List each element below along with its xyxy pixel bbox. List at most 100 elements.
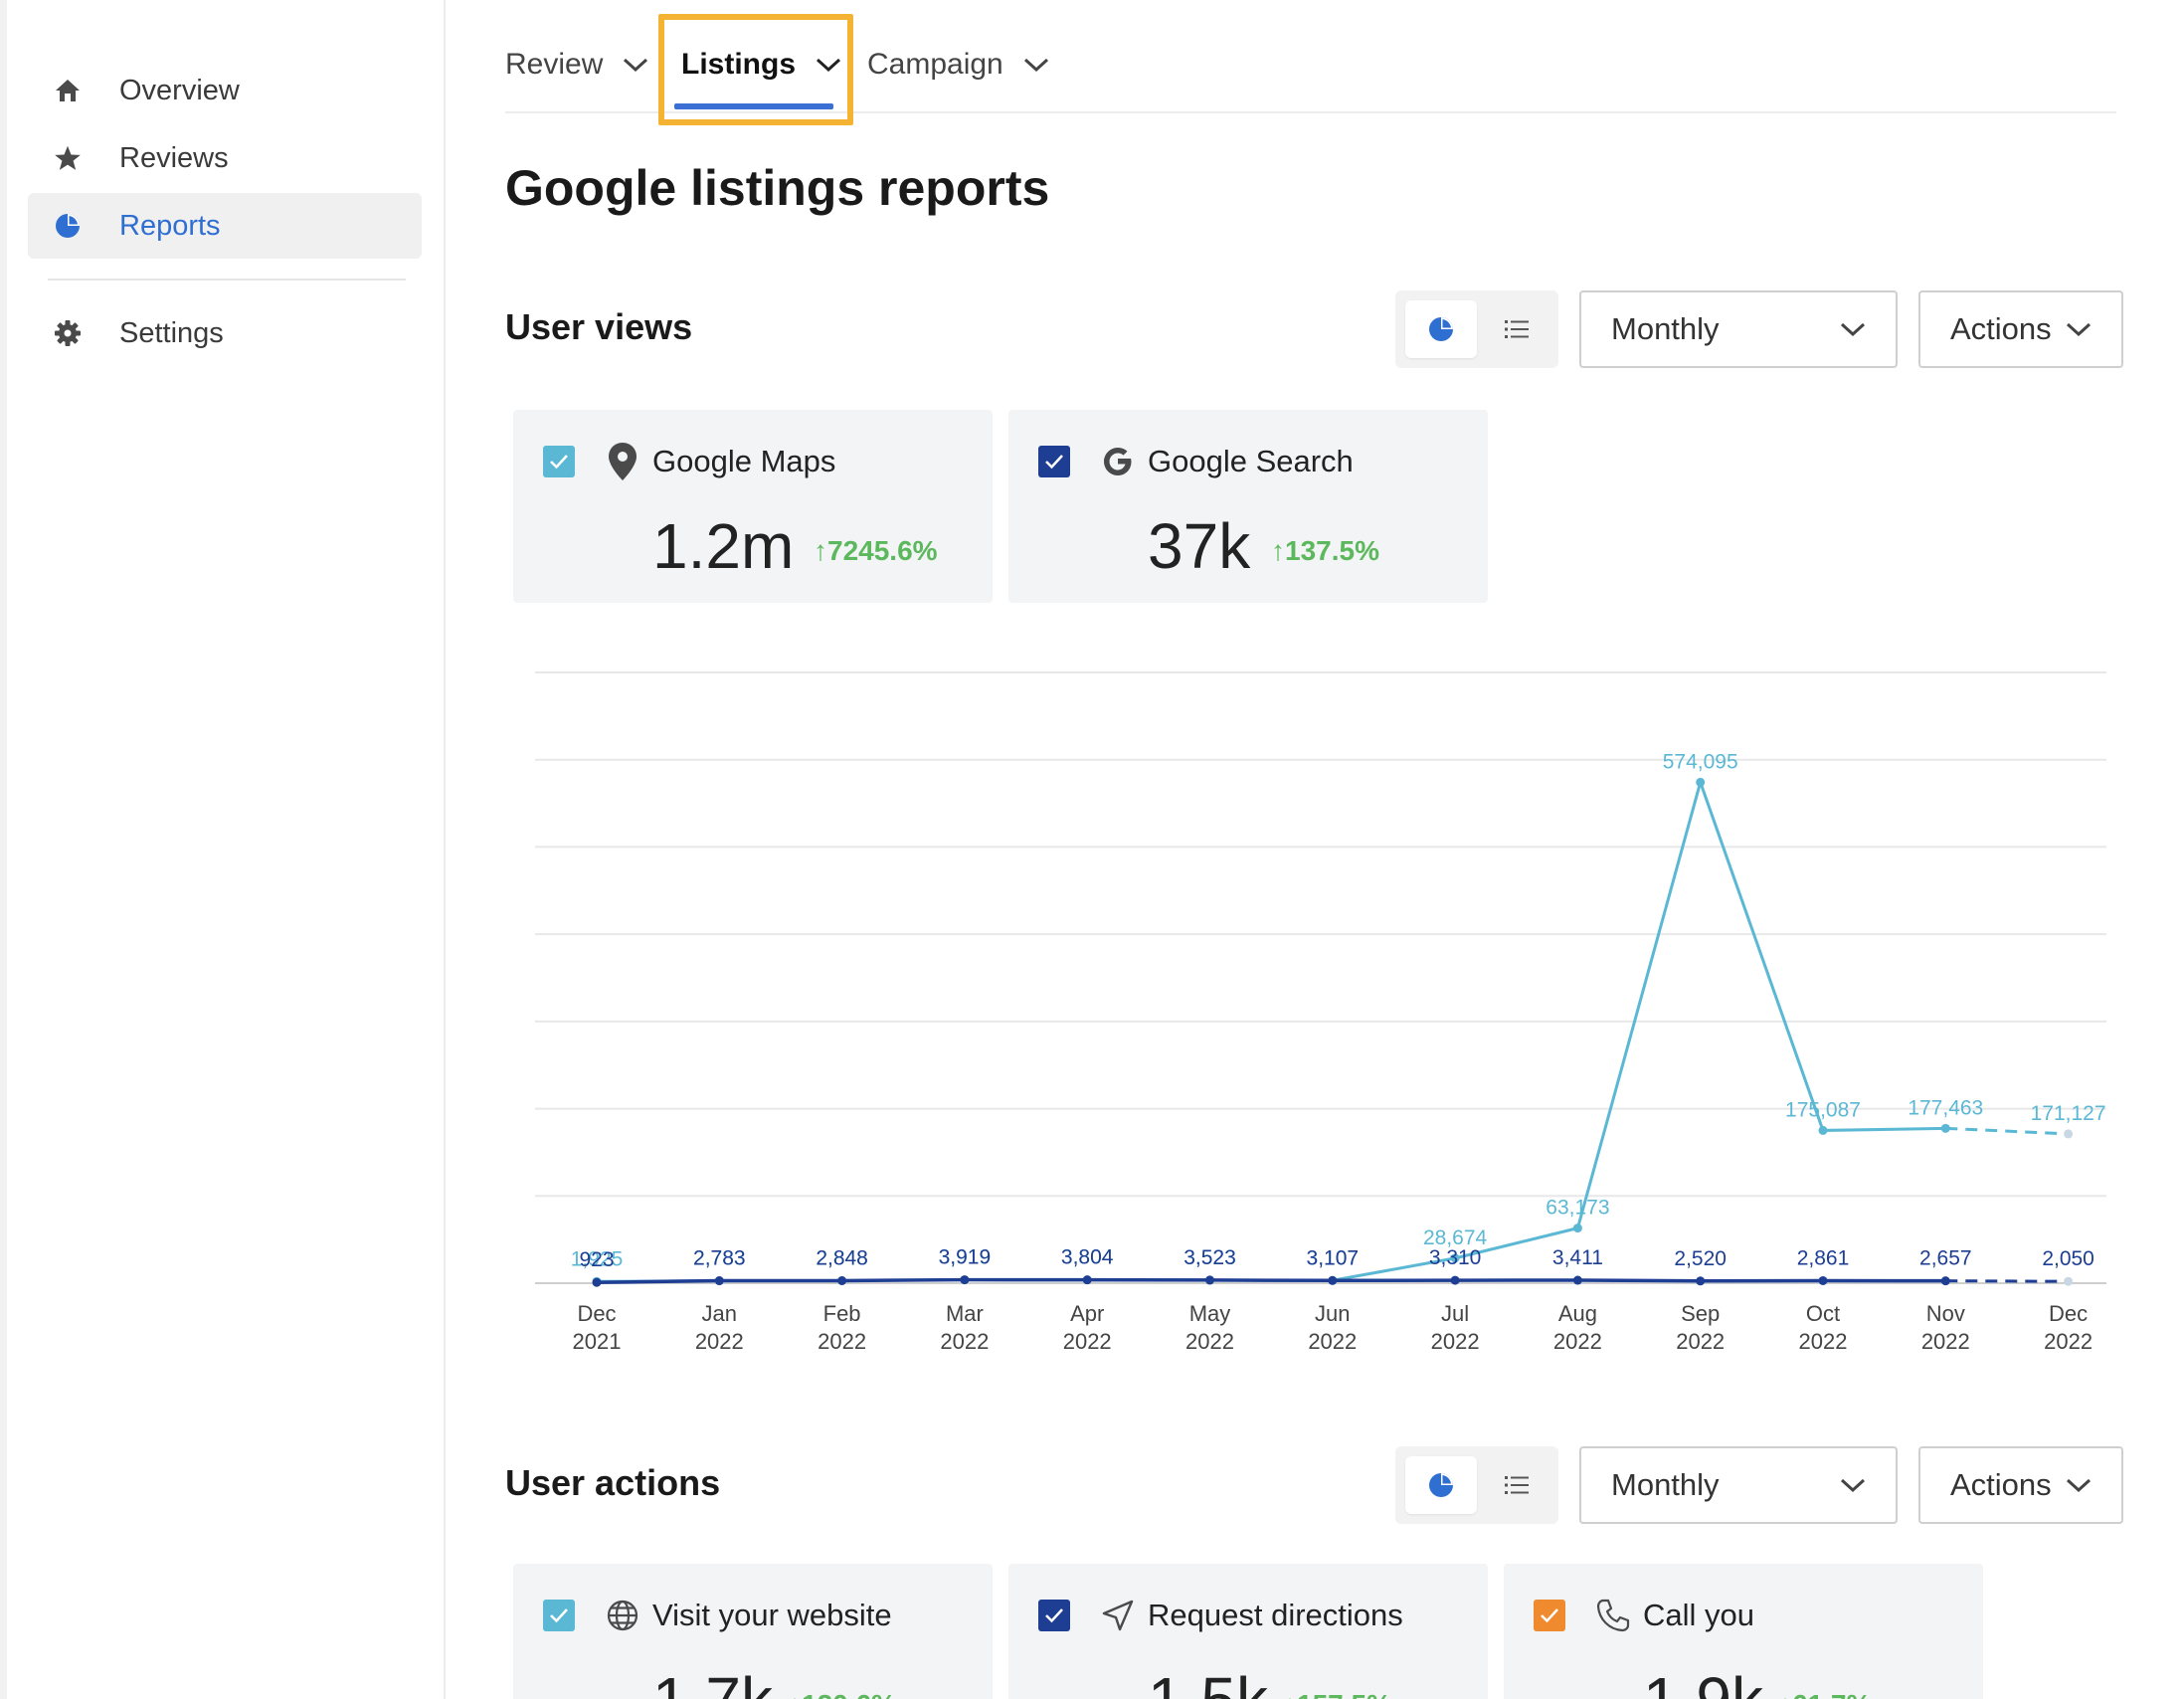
metric-card-call-you: Call you 1.9k ↑61.7%	[1504, 1564, 1983, 1699]
view-toggle	[1395, 290, 1558, 368]
sidebar-item-label: Overview	[119, 74, 240, 106]
data-point	[837, 1276, 847, 1286]
metric-delta: ↑137.5%	[1271, 535, 1379, 567]
data-label: 2,050	[2042, 1247, 2094, 1270]
list-icon	[1505, 320, 1529, 338]
list-view-button[interactable]	[1481, 300, 1552, 358]
data-point	[1082, 1275, 1092, 1285]
data-label: 3,804	[1061, 1246, 1114, 1269]
checkmark-icon	[550, 1608, 568, 1623]
sidebar-item-overview[interactable]: Overview	[28, 58, 422, 123]
sidebar-divider	[48, 279, 406, 281]
series-checkbox[interactable]	[543, 446, 575, 477]
section-title-user-actions: User actions	[505, 1462, 721, 1503]
chart-view-button[interactable]	[1405, 1456, 1477, 1514]
actions-dropdown[interactable]: Actions	[1918, 290, 2123, 368]
x-tick-label: Jun 2022	[1308, 1301, 1357, 1354]
list-view-button[interactable]	[1481, 1456, 1552, 1514]
checkmark-icon	[1045, 455, 1063, 470]
data-label: 171,127	[2031, 1102, 2106, 1125]
tab-listings[interactable]: Listings	[681, 40, 841, 90]
sidebar-item-label: Settings	[119, 316, 224, 349]
chevron-down-icon	[1840, 322, 1866, 337]
series-checkbox[interactable]	[1534, 1600, 1565, 1631]
tab-review[interactable]: Review	[505, 40, 648, 90]
data-label: 2,848	[816, 1247, 868, 1270]
list-icon	[1505, 1476, 1529, 1494]
series-projected-line	[1945, 1126, 2069, 1136]
metric-label: Request directions	[1148, 1598, 1403, 1632]
metric-delta: ↑61.7%	[1778, 1689, 1871, 1699]
data-point	[592, 1277, 602, 1287]
data-label: 2,657	[1919, 1247, 1972, 1270]
checkmark-icon	[1541, 1608, 1558, 1623]
up-arrow-icon: ↑	[1271, 535, 1285, 566]
data-point	[1328, 1275, 1338, 1285]
period-select[interactable]: Monthly	[1579, 1446, 1898, 1524]
metric-card-request-directions: Request directions 1.5k ↑157.5%	[1008, 1564, 1488, 1699]
sidebar-item-label: Reviews	[119, 141, 229, 174]
data-point	[960, 1275, 970, 1285]
series-checkbox[interactable]	[543, 1600, 575, 1631]
gear-icon	[46, 311, 90, 355]
user-views-line-chart: Dec 2021 Jan 2022 Feb 2022 Mar 2022 Apr 2022 May 20…	[535, 671, 2106, 1354]
data-point	[1940, 1276, 1950, 1286]
series-checkbox[interactable]	[1038, 446, 1070, 477]
metric-card-google-maps: Google Maps 1.2m ↑7245.6%	[513, 410, 993, 603]
data-label: 177,463	[1908, 1096, 1983, 1119]
up-arrow-icon: ↑	[1778, 1689, 1792, 1699]
data-point	[714, 1276, 724, 1286]
x-tick-label: May 2022	[1185, 1301, 1234, 1354]
metric-label: Google Maps	[652, 444, 836, 478]
active-tab-indicator	[674, 103, 833, 109]
period-select[interactable]: Monthly	[1579, 290, 1898, 368]
up-arrow-icon: ↑	[1283, 1689, 1297, 1699]
sidebar: Overview Reviews Reports	[0, 0, 446, 1699]
report-tabs: Review Listings Campaign	[505, 0, 2116, 125]
tab-campaign[interactable]: Campaign	[867, 40, 1049, 90]
data-label: 3,411	[1552, 1246, 1603, 1269]
star-icon	[46, 136, 90, 180]
metric-value: 37k	[1148, 510, 1251, 582]
x-tick-label: Oct 2022	[1799, 1301, 1848, 1354]
metric-value: 1.5k	[1148, 1663, 1268, 1699]
data-point	[1940, 1123, 1950, 1133]
chevron-down-icon	[624, 58, 648, 73]
home-icon	[46, 69, 90, 112]
metric-label: Visit your website	[652, 1598, 892, 1632]
data-point	[2064, 1129, 2074, 1139]
metric-card-visit-website: Visit your website 1.7k ↑120.6%	[513, 1564, 993, 1699]
metric-delta: ↑157.5%	[1283, 1689, 1391, 1699]
chevron-down-icon	[1023, 58, 1048, 73]
data-label: 2,783	[693, 1247, 746, 1270]
sidebar-item-reviews[interactable]: Reviews	[28, 125, 422, 191]
data-point	[1818, 1275, 1828, 1285]
up-arrow-icon: ↑	[814, 535, 827, 566]
actions-dropdown[interactable]: Actions	[1918, 1446, 2123, 1524]
metric-value: 1.2m	[652, 510, 795, 582]
chart-view-button[interactable]	[1405, 300, 1477, 358]
metric-value: 1.7k	[652, 1663, 773, 1699]
actions-label: Actions	[1950, 311, 2052, 346]
series-checkbox[interactable]	[1038, 1600, 1070, 1631]
data-point	[1205, 1275, 1214, 1285]
pie-chart-icon	[1429, 317, 1453, 341]
x-tick-label: Dec 2022	[2044, 1301, 2093, 1354]
pie-chart-icon	[46, 204, 90, 248]
data-label: 3,919	[939, 1246, 992, 1269]
tab-label: Campaign	[867, 48, 1003, 81]
data-label: 574,095	[1663, 750, 1738, 773]
tab-label: Listings	[681, 48, 797, 81]
data-point	[1572, 1224, 1582, 1233]
up-arrow-icon: ↑	[788, 1689, 802, 1699]
section-title-user-views: User views	[505, 306, 693, 347]
pie-chart-icon	[1429, 1473, 1453, 1497]
metric-delta: ↑120.6%	[788, 1689, 896, 1699]
sidebar-item-reports[interactable]: Reports	[28, 193, 422, 259]
checkmark-icon	[1045, 1608, 1063, 1623]
sidebar-item-settings[interactable]: Settings	[28, 300, 422, 366]
data-point	[1450, 1275, 1460, 1285]
chevron-down-icon	[817, 58, 841, 73]
metric-label: Google Search	[1148, 444, 1354, 478]
